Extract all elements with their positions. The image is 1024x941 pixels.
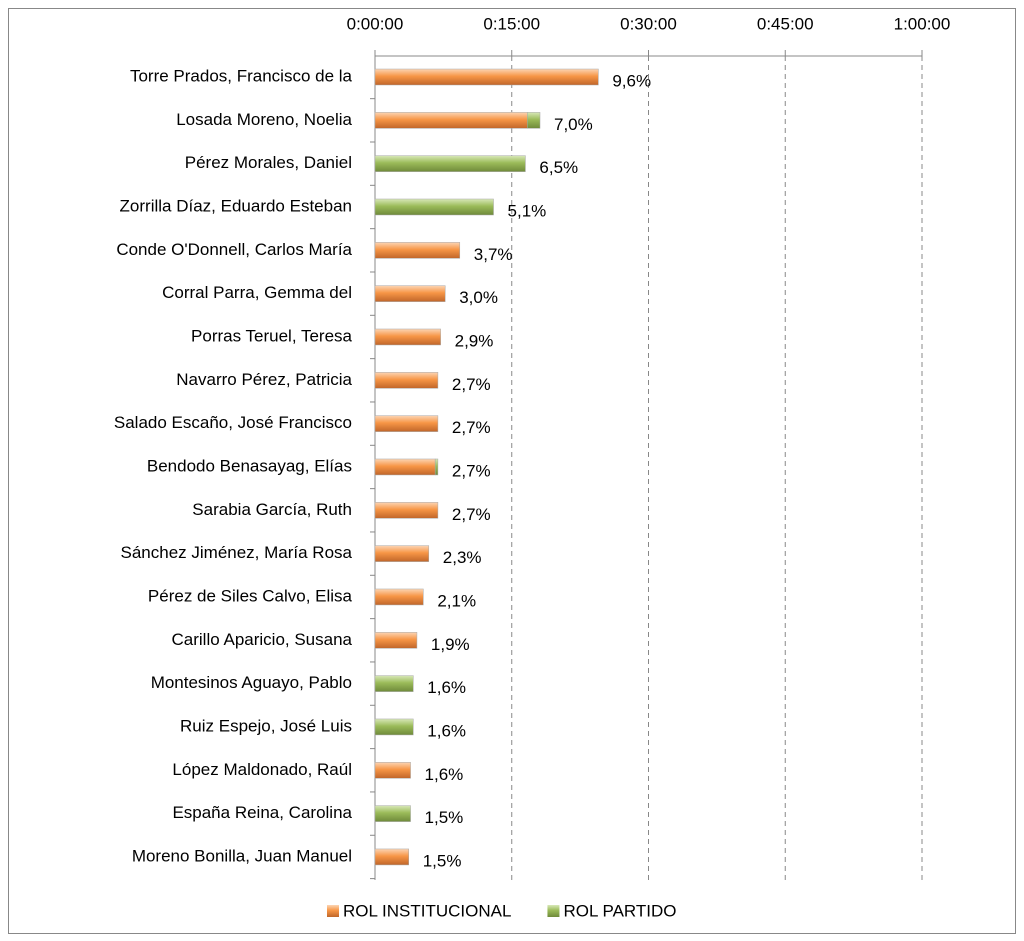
y-tick-label: Salado Escaño, José Francisco bbox=[114, 413, 352, 432]
bar-segment bbox=[374, 805, 411, 822]
y-tick-label: Conde O'Donnell, Carlos María bbox=[116, 240, 352, 259]
share-label: 2,7% bbox=[452, 375, 491, 394]
share-label: 2,3% bbox=[443, 548, 482, 567]
y-tick-label: Losada Moreno, Noelia bbox=[176, 110, 352, 129]
y-tick-label: Moreno Bonilla, Juan Manuel bbox=[132, 846, 352, 865]
share-label: 1,6% bbox=[425, 765, 464, 784]
share-label: 3,0% bbox=[459, 288, 498, 307]
x-tick-label: 0:00:00 bbox=[347, 14, 404, 33]
legend-swatch bbox=[547, 905, 560, 917]
bar-segment bbox=[374, 632, 418, 649]
share-label: 1,5% bbox=[423, 851, 462, 870]
y-tick-label: Navarro Pérez, Patricia bbox=[176, 370, 352, 389]
share-label: 1,6% bbox=[427, 721, 466, 740]
y-tick-label: España Reina, Carolina bbox=[172, 803, 352, 822]
share-label: 3,7% bbox=[474, 245, 513, 264]
y-tick-label: López Maldonado, Raúl bbox=[172, 760, 352, 779]
y-tick-label: Sarabia García, Ruth bbox=[192, 500, 352, 519]
bar-segment bbox=[374, 328, 441, 346]
legend-label: ROL INSTITUCIONAL bbox=[343, 901, 511, 920]
x-tick-label: 0:45:00 bbox=[757, 14, 814, 33]
y-tick-label: Carillo Aparicio, Susana bbox=[172, 630, 353, 649]
bar-segment bbox=[374, 762, 411, 779]
bar-segment bbox=[374, 68, 599, 86]
y-tick-label: Ruiz Espejo, José Luis bbox=[180, 716, 352, 735]
legend-swatch bbox=[327, 905, 339, 917]
x-tick-label: 0:15:00 bbox=[483, 14, 540, 33]
bar-segment bbox=[374, 588, 424, 606]
share-label: 1,5% bbox=[425, 808, 464, 827]
y-tick-label: Pérez de Siles Calvo, Elisa bbox=[148, 586, 353, 605]
y-tick-label: Zorrilla Díaz, Eduardo Esteban bbox=[120, 196, 352, 215]
bar-segment bbox=[374, 285, 446, 302]
bar-segment bbox=[374, 848, 409, 866]
y-tick-label: Sánchez Jiménez, María Rosa bbox=[121, 543, 353, 562]
legend-label: ROL PARTIDO bbox=[563, 901, 676, 920]
x-tick-label: 0:30:00 bbox=[620, 14, 677, 33]
y-tick-label: Montesinos Aguayo, Pablo bbox=[151, 673, 352, 692]
y-tick-label: Torre Prados, Francisco de la bbox=[130, 66, 353, 85]
share-label: 7,0% bbox=[554, 115, 593, 134]
y-tick-label: Pérez Morales, Daniel bbox=[185, 153, 352, 172]
share-label: 5,1% bbox=[508, 201, 547, 220]
share-label: 9,6% bbox=[612, 71, 651, 90]
y-tick-label: Corral Parra, Gemma del bbox=[162, 283, 352, 302]
bar-segment bbox=[374, 242, 461, 259]
bar-segment bbox=[374, 155, 526, 172]
bar-segment bbox=[374, 372, 439, 389]
bar-segment bbox=[374, 502, 439, 519]
bar-segment bbox=[374, 718, 414, 736]
share-label: 6,5% bbox=[539, 158, 578, 177]
bar-segment bbox=[374, 675, 414, 692]
bar-segment bbox=[434, 458, 439, 476]
share-label: 2,7% bbox=[452, 418, 491, 437]
share-label: 2,1% bbox=[437, 591, 476, 610]
share-label: 1,6% bbox=[427, 678, 466, 697]
share-label: 2,7% bbox=[452, 505, 491, 524]
share-label: 2,9% bbox=[455, 331, 494, 350]
share-label: 1,9% bbox=[431, 635, 470, 654]
bar-segment bbox=[374, 112, 528, 129]
y-tick-label: Bendodo Benasayag, Elías bbox=[147, 456, 352, 475]
bar-segment bbox=[374, 545, 430, 562]
bar-segment bbox=[374, 198, 494, 216]
bar-segment bbox=[374, 415, 439, 432]
share-label: 2,7% bbox=[452, 461, 491, 480]
y-tick-label: Porras Teruel, Teresa bbox=[191, 326, 352, 345]
x-tick-label: 1:00:00 bbox=[894, 14, 951, 33]
bar-segment bbox=[526, 112, 541, 129]
bar-segment bbox=[374, 458, 436, 476]
